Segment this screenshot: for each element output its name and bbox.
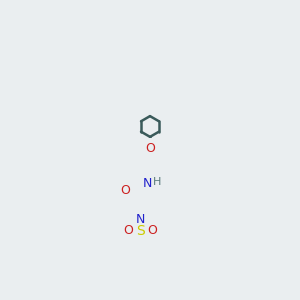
Text: O: O <box>120 184 130 197</box>
Text: S: S <box>136 224 145 238</box>
Text: N: N <box>142 177 152 190</box>
Text: H: H <box>153 177 161 187</box>
Text: O: O <box>147 224 157 237</box>
Text: O: O <box>145 142 155 155</box>
Text: N: N <box>136 213 145 226</box>
Text: O: O <box>124 224 134 237</box>
